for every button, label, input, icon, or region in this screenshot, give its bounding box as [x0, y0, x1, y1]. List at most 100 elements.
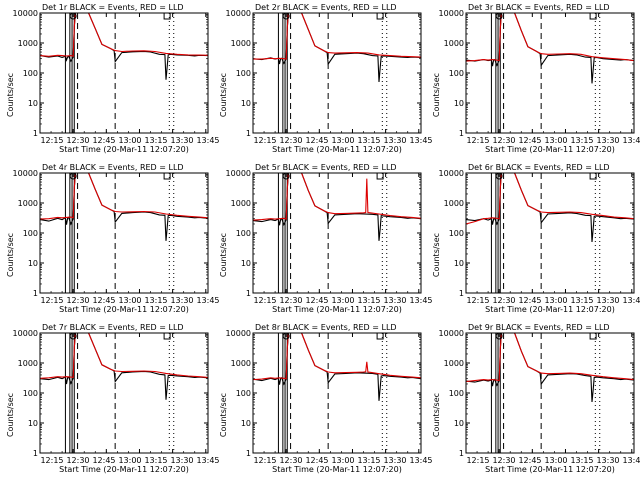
x-tick-label: 12:45	[92, 296, 115, 305]
panel-title: Det 4r BLACK = Events, RED = LLD	[42, 163, 184, 172]
x-axis-title: Start Time (20-Mar-11 12:07:20)	[485, 465, 615, 474]
y-axis-title: Counts/sec	[219, 393, 228, 437]
y-tick-label: 10000	[13, 329, 38, 338]
x-tick-label: 13:30	[383, 136, 406, 145]
x-tick-label: 13:45	[409, 456, 432, 465]
x-tick-label: 13:00	[331, 456, 354, 465]
x-tick-label: 12:45	[305, 296, 328, 305]
x-tick-label: 12:30	[279, 136, 302, 145]
x-tick-label: 12:45	[518, 296, 541, 305]
y-tick-label: 1	[246, 129, 251, 138]
x-tick-label: 12:30	[66, 136, 89, 145]
y-tick-label: 10	[241, 419, 251, 428]
x-tick-label: 13:15	[357, 296, 380, 305]
y-tick-label: 10	[241, 99, 251, 108]
y-tick-label: 100	[23, 389, 38, 398]
y-axis-title: Counts/sec	[219, 73, 228, 117]
x-tick-label: 13:45	[622, 136, 640, 145]
panel-title: Det 8r BLACK = Events, RED = LLD	[255, 323, 397, 332]
x-tick-label: 12:30	[66, 456, 89, 465]
y-tick-label: 10	[454, 259, 464, 268]
series-lld-line	[466, 173, 634, 225]
panel-title: Det 5r BLACK = Events, RED = LLD	[255, 163, 397, 172]
y-tick-label: 100	[449, 229, 464, 238]
x-tick-label: 12:30	[492, 456, 515, 465]
series-lld-line	[40, 173, 208, 220]
x-tick-label: 13:15	[144, 296, 167, 305]
panel-det-4: Det 4r BLACK = Events, RED = LLD 1 10 100 10…	[6, 163, 220, 314]
panel-title: Det 9r BLACK = Events, RED = LLD	[468, 323, 610, 332]
y-tick-label: 100	[23, 69, 38, 78]
x-axis-title: Start Time (20-Mar-11 12:07:20)	[59, 465, 189, 474]
plot-frame	[252, 172, 422, 294]
x-tick-label: 13:15	[144, 136, 167, 145]
x-tick-label: 13:00	[331, 296, 354, 305]
panel-data	[40, 13, 208, 80]
y-tick-label: 10000	[13, 169, 38, 178]
x-tick-label: 13:30	[383, 456, 406, 465]
panel-title: Det 6r BLACK = Events, RED = LLD	[468, 163, 610, 172]
y-tick-label: 1000	[231, 39, 251, 48]
y-tick-label: 100	[236, 389, 251, 398]
x-tick-label: 13:30	[383, 296, 406, 305]
y-tick-label: 100	[23, 229, 38, 238]
x-tick-label: 13:45	[622, 456, 640, 465]
x-axis-title: Start Time (20-Mar-11 12:07:20)	[272, 305, 402, 314]
x-tick-label: 13:15	[357, 136, 380, 145]
y-tick-label: 10000	[226, 169, 251, 178]
y-tick-label: 1000	[18, 39, 38, 48]
series-lld-line	[253, 173, 421, 221]
y-axis-title: Counts/sec	[432, 73, 441, 117]
x-tick-label: 13:00	[544, 456, 567, 465]
x-tick-label: 13:00	[118, 296, 141, 305]
y-tick-label: 100	[449, 69, 464, 78]
x-tick-label: 13:45	[196, 296, 219, 305]
panel-det-2: Det 2r BLACK = Events, RED = LLD 1 10 100 10…	[219, 3, 433, 154]
panel-det-5: Det 5r BLACK = Events, RED = LLD 1 10 100 10…	[219, 163, 433, 314]
y-tick-label: 10000	[226, 9, 251, 18]
y-tick-label: 1	[33, 449, 38, 458]
panel-title: Det 3r BLACK = Events, RED = LLD	[468, 3, 610, 12]
x-tick-label: 12:15	[466, 456, 489, 465]
y-tick-label: 1	[459, 289, 464, 298]
x-tick-label: 13:45	[196, 456, 219, 465]
y-axis-title: Counts/sec	[432, 393, 441, 437]
panel-title: Det 7r BLACK = Events, RED = LLD	[42, 323, 184, 332]
y-axis-title: Counts/sec	[6, 73, 15, 117]
y-tick-label: 10	[28, 99, 38, 108]
x-tick-label: 12:15	[253, 296, 276, 305]
x-tick-label: 12:15	[40, 456, 63, 465]
plot-frame	[39, 332, 209, 454]
plot-frame	[39, 172, 209, 294]
x-tick-label: 12:45	[518, 136, 541, 145]
y-tick-label: 10000	[226, 329, 251, 338]
x-tick-label: 13:30	[596, 456, 619, 465]
y-axis-title: Counts/sec	[432, 233, 441, 277]
y-tick-label: 10	[454, 419, 464, 428]
series-lld-line	[466, 13, 634, 62]
x-tick-label: 13:15	[570, 456, 593, 465]
plot-frame	[465, 172, 635, 294]
panel-det-6: Det 6r BLACK = Events, RED = LLD 1 10 100 10…	[432, 163, 640, 314]
y-tick-label: 10000	[13, 9, 38, 18]
y-tick-label: 10	[28, 259, 38, 268]
y-tick-label: 1000	[444, 199, 464, 208]
x-axis-title: Start Time (20-Mar-11 12:07:20)	[272, 145, 402, 154]
y-tick-label: 100	[236, 229, 251, 238]
x-tick-label: 13:30	[170, 456, 193, 465]
panel-data	[466, 13, 634, 84]
x-axis-title: Start Time (20-Mar-11 12:07:20)	[59, 305, 189, 314]
x-tick-label: 13:00	[118, 136, 141, 145]
x-tick-label: 12:30	[66, 296, 89, 305]
x-tick-label: 12:30	[279, 296, 302, 305]
series-lld-line	[40, 333, 208, 379]
y-axis-title: Counts/sec	[6, 393, 15, 437]
y-tick-label: 1	[459, 129, 464, 138]
x-tick-label: 12:15	[40, 296, 63, 305]
x-tick-label: 13:15	[570, 136, 593, 145]
panel-data	[40, 333, 208, 400]
y-tick-label: 10	[28, 419, 38, 428]
x-tick-label: 13:30	[170, 136, 193, 145]
y-tick-label: 10000	[439, 169, 464, 178]
